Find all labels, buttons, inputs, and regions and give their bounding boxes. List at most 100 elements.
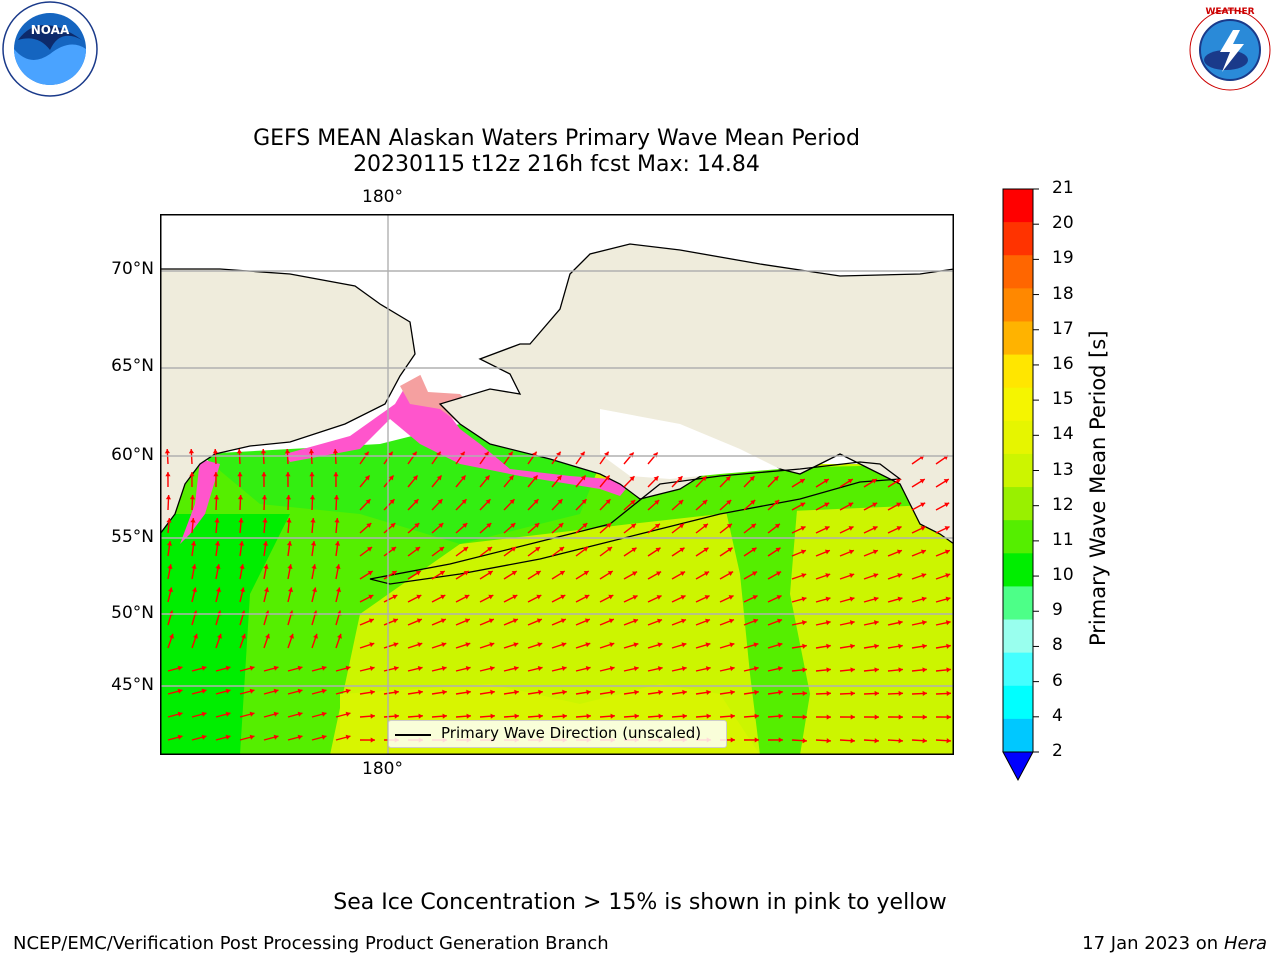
wave-arrow-head xyxy=(460,475,466,481)
wave-arrow-head xyxy=(514,689,519,695)
wave-arrow-head xyxy=(802,667,807,673)
wave-arrow-head xyxy=(388,475,394,481)
wave-arrow-head xyxy=(585,665,591,671)
wave-arrow-head xyxy=(874,667,879,673)
wave-arrow-head xyxy=(898,690,903,697)
wave-arrow-head xyxy=(238,518,244,523)
wave-arrow-head xyxy=(608,594,614,600)
wave-arrow-head xyxy=(201,665,207,671)
wave-arrow-head xyxy=(656,595,662,600)
wave-arrow-head xyxy=(439,571,445,576)
wave-arrow-head xyxy=(607,547,613,552)
wave-arrow-head xyxy=(263,564,269,569)
wave-arrow-head xyxy=(728,571,734,577)
wave-arrow-head xyxy=(826,690,831,697)
wave-arrow-head xyxy=(368,594,374,600)
wave-arrow-head xyxy=(489,642,495,648)
wave-arrow-head xyxy=(370,713,375,719)
colorbar-segment xyxy=(1003,652,1033,687)
wave-arrow-head xyxy=(273,734,279,740)
wave-arrow-head xyxy=(826,667,831,673)
colorbar-tick-label: 12 xyxy=(1052,494,1074,515)
wave-arrow-head xyxy=(192,587,198,593)
wave-arrow-head xyxy=(414,523,420,528)
wave-arrow-head xyxy=(701,476,707,482)
wave-arrow-head xyxy=(702,523,708,529)
wave-arrow-head xyxy=(802,643,807,649)
wave-arrow-head xyxy=(850,738,855,744)
sea-ice-note: Sea Ice Concentration > 15% is shown in … xyxy=(333,890,947,915)
wave-arrow-head xyxy=(512,618,518,624)
wave-arrow-head xyxy=(532,475,538,481)
wave-arrow-head xyxy=(561,665,567,671)
wave-arrow-head xyxy=(898,643,903,649)
wave-arrow-head xyxy=(800,502,806,508)
wave-arrow-head xyxy=(333,472,339,477)
wave-arrow-head xyxy=(919,479,925,484)
wave-arrow-head xyxy=(490,713,495,719)
wave-arrow-head xyxy=(217,633,222,639)
wave-arrow-head xyxy=(633,618,639,624)
wave-arrow-head xyxy=(726,523,732,529)
wave-arrow-head xyxy=(825,573,831,578)
wave-arrow-head xyxy=(260,449,267,454)
wave-arrow-head xyxy=(538,689,543,695)
wave-arrow-head xyxy=(849,596,855,602)
wave-arrow-head xyxy=(367,547,373,552)
wave-arrow-head xyxy=(193,633,198,639)
colorbar-segment xyxy=(1003,222,1033,256)
wave-arrow-head xyxy=(873,620,879,626)
wave-arrow-head xyxy=(609,665,615,671)
wave-arrow-head xyxy=(336,587,342,593)
wave-arrow-head xyxy=(754,737,759,743)
wave-arrow-head xyxy=(368,618,374,624)
wave-arrow-head xyxy=(536,618,542,624)
wave-arrow-head xyxy=(776,571,782,577)
wave-arrow-head xyxy=(490,689,495,695)
wave-arrow-head xyxy=(633,666,639,672)
wave-arrow-head xyxy=(537,642,543,648)
wave-arrow-head xyxy=(512,594,518,600)
wave-arrow-head xyxy=(297,734,303,740)
wave-arrow-head xyxy=(533,499,539,505)
wave-arrow-head xyxy=(754,689,759,695)
wave-arrow-head xyxy=(297,711,303,717)
colorbar-tick-label: 20 xyxy=(1052,213,1074,234)
wave-arrow-head xyxy=(508,475,514,481)
wave-arrow-head xyxy=(609,642,615,648)
wave-arrow-head xyxy=(753,666,759,672)
wave-arrow-head xyxy=(850,690,855,697)
wave-arrow-head xyxy=(365,499,371,505)
wave-arrow-head xyxy=(896,526,902,531)
wave-arrow-head xyxy=(774,500,780,505)
wave-arrow-head xyxy=(288,587,294,593)
wave-arrow-head xyxy=(370,737,375,743)
wave-arrow-head xyxy=(273,711,279,717)
wave-arrow-head xyxy=(442,689,447,695)
wave-arrow-head xyxy=(488,618,494,624)
wave-arrow-head xyxy=(345,665,351,671)
wave-arrow-head xyxy=(249,665,255,671)
wave-arrow-head xyxy=(678,500,684,505)
colorbar-segment xyxy=(1003,420,1033,455)
noaa-logo: NOAA xyxy=(2,1,98,97)
colorbar-tick-label: 11 xyxy=(1052,529,1074,550)
wave-arrow-head xyxy=(681,666,687,672)
wave-arrow-head xyxy=(825,596,831,602)
wave-arrow-head xyxy=(465,642,471,648)
wave-arrow-head xyxy=(177,711,183,717)
wave-arrow-head xyxy=(177,734,183,740)
wave-arrow-head xyxy=(897,596,903,602)
wave-arrow-head xyxy=(750,500,756,505)
wave-arrow-head xyxy=(610,689,615,695)
wave-arrow-head xyxy=(678,523,684,529)
wave-arrow-head xyxy=(849,620,855,626)
lat-label-65: 65°N xyxy=(111,356,154,376)
wave-arrow-head xyxy=(681,642,687,648)
wave-arrow-head xyxy=(704,595,710,600)
wave-arrow-head xyxy=(264,587,270,593)
svg-text:NOAA: NOAA xyxy=(31,23,70,37)
wave-arrow-head xyxy=(921,596,927,602)
wave-arrow-head xyxy=(562,689,567,695)
wave-arrow-head xyxy=(201,734,207,740)
